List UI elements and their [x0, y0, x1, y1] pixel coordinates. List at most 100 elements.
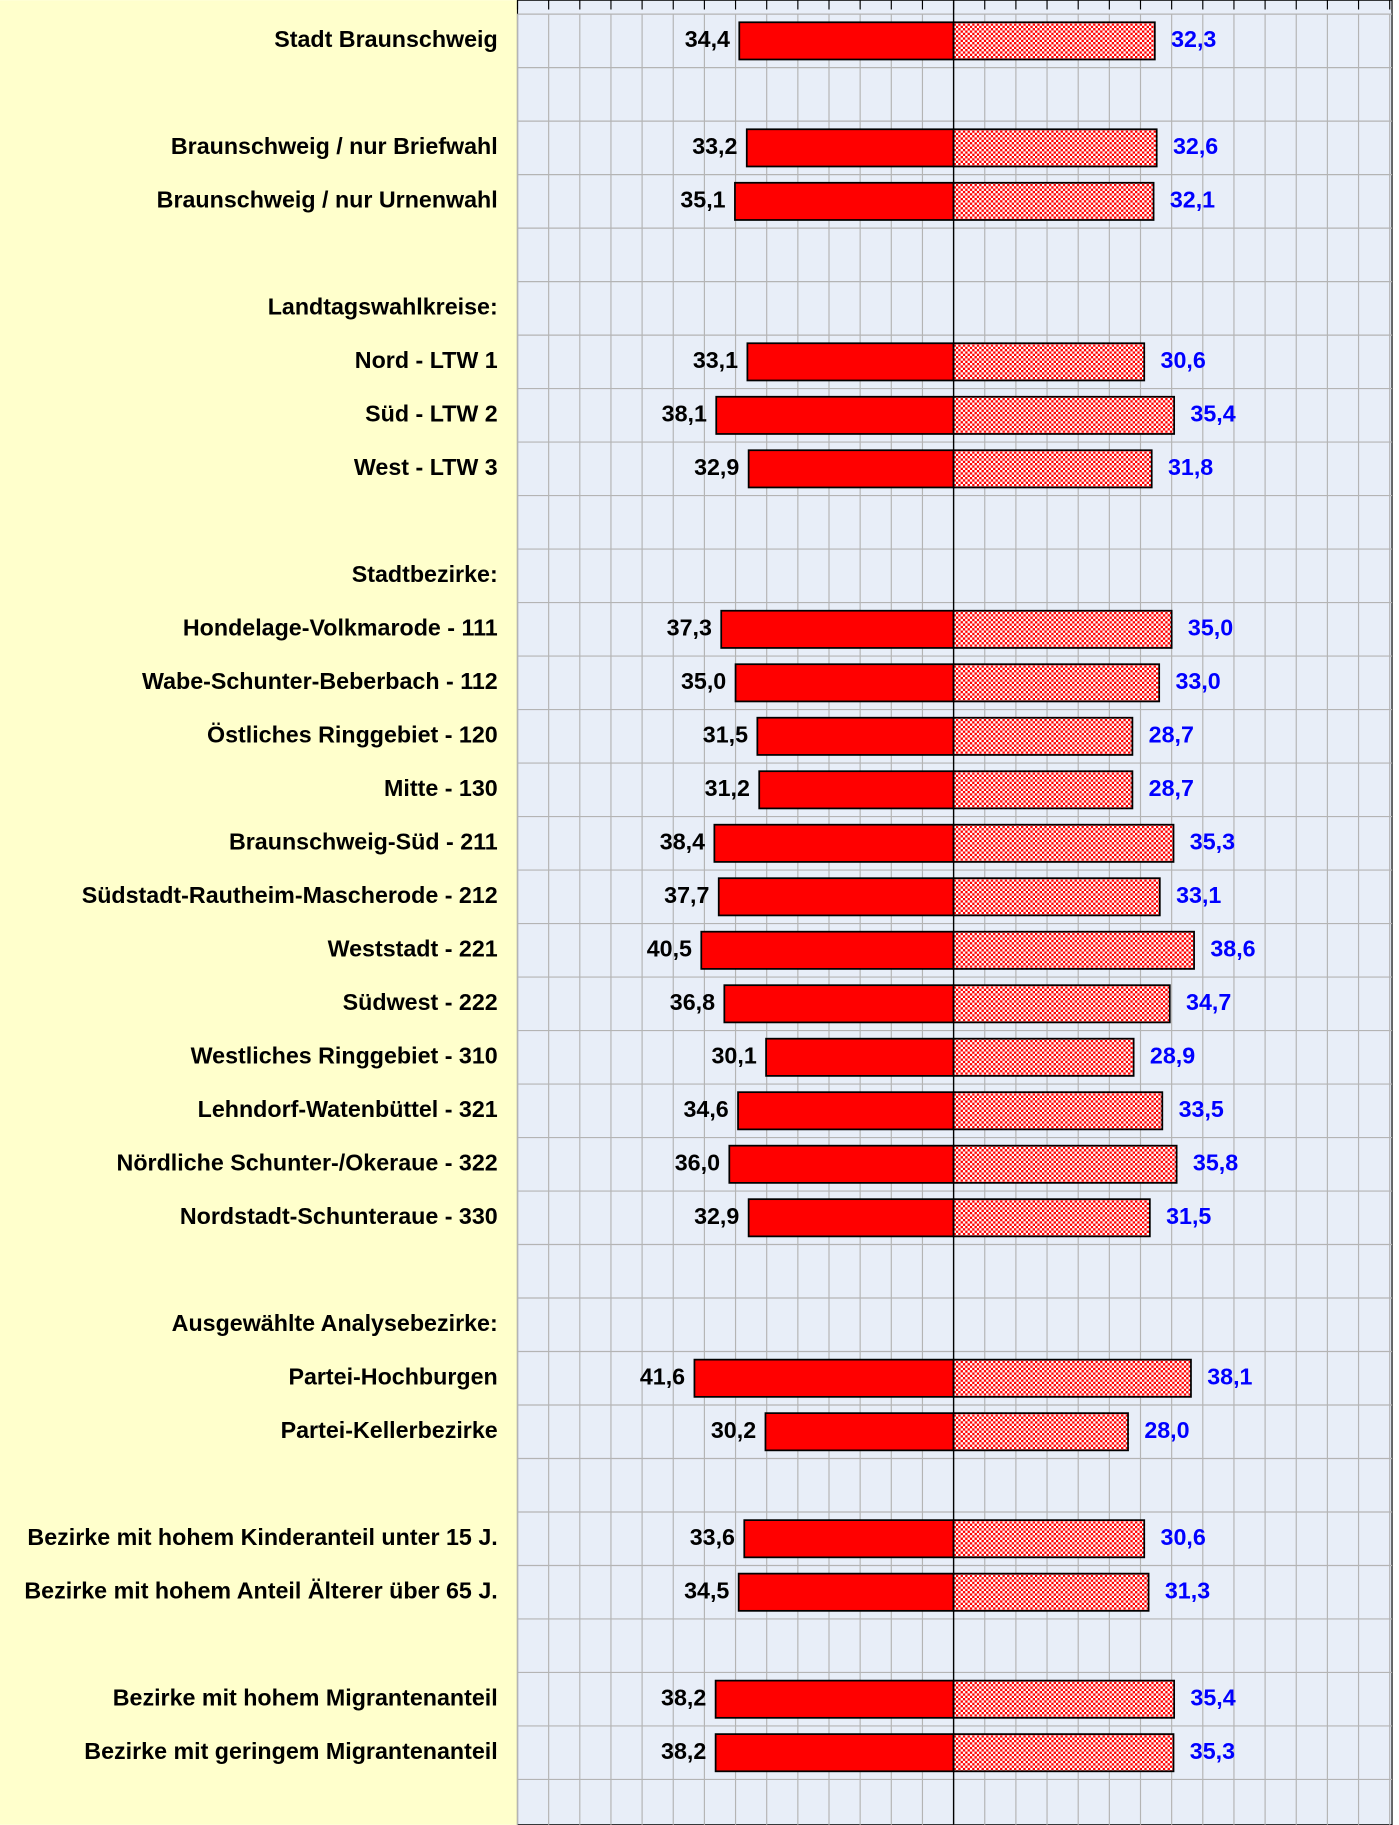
- bar: [715, 395, 955, 435]
- bar: [713, 823, 955, 863]
- bar: [952, 663, 1161, 703]
- bar: [714, 1733, 955, 1773]
- category-label: Nördliche Schunter-/Okeraue - 322: [117, 1149, 498, 1175]
- bar: [952, 1037, 1135, 1077]
- value-label: 35,1: [680, 187, 725, 213]
- value-label: 30,1: [712, 1042, 757, 1068]
- value-label: 32,3: [1171, 26, 1216, 52]
- category-label: Südstadt-Rautheim-Mascherode - 212: [82, 882, 498, 908]
- value-label: 35,8: [1193, 1149, 1238, 1175]
- bar: [693, 1358, 955, 1398]
- bar: [734, 181, 955, 221]
- value-label: 32,9: [694, 1203, 739, 1229]
- category-label: Landtagswahlkreise:: [268, 294, 498, 320]
- value-label: 38,1: [1207, 1363, 1252, 1389]
- bar: [952, 716, 1134, 756]
- value-label: 28,9: [1150, 1042, 1195, 1068]
- category-label: Bezirke mit hohem Kinderanteil unter 15 …: [27, 1524, 497, 1550]
- bar: [743, 1519, 955, 1559]
- category-label: Weststadt - 221: [328, 935, 498, 961]
- bar: [758, 770, 955, 810]
- category-label: Nord - LTW 1: [355, 347, 498, 373]
- value-label: 32,1: [1170, 187, 1215, 213]
- value-label: 41,6: [640, 1363, 685, 1389]
- bar: [952, 1679, 1176, 1719]
- bar: [952, 21, 1156, 61]
- value-label: 40,5: [647, 935, 692, 961]
- category-label: Bezirke mit hohem Anteil Älterer über 65…: [24, 1577, 497, 1603]
- bar: [728, 1144, 955, 1184]
- bar: [952, 823, 1175, 863]
- value-label: 35,4: [1190, 400, 1235, 426]
- category-label: Mitte - 130: [384, 775, 498, 801]
- bar: [952, 930, 1195, 970]
- category-label: West - LTW 3: [354, 454, 498, 480]
- bar: [952, 770, 1134, 810]
- value-label: 31,8: [1168, 454, 1213, 480]
- value-label: 33,5: [1179, 1096, 1224, 1122]
- bar: [734, 663, 955, 703]
- value-label: 38,2: [661, 1738, 706, 1764]
- bar: [952, 609, 1173, 649]
- bar: [756, 716, 955, 756]
- category-label: Bezirke mit hohem Migrantenanteil: [113, 1684, 498, 1710]
- bar: [952, 449, 1153, 489]
- bar: [952, 181, 1155, 221]
- value-label: 31,2: [705, 775, 750, 801]
- value-label: 30,6: [1161, 347, 1206, 373]
- category-label: Braunschweig / nur Briefwahl: [171, 133, 498, 159]
- bar: [747, 1198, 955, 1238]
- value-label: 31,5: [703, 721, 748, 747]
- category-label: Braunschweig / nur Urnenwahl: [157, 187, 498, 213]
- value-label: 34,7: [1186, 989, 1231, 1015]
- bar: [746, 342, 955, 382]
- bar: [952, 1198, 1151, 1238]
- bar: [952, 395, 1176, 435]
- bar: [720, 609, 955, 649]
- category-label: Wabe-Schunter-Beberbach - 112: [142, 668, 498, 694]
- bar: [764, 1412, 955, 1452]
- category-label: Ausgewählte Analysebezirke:: [172, 1310, 498, 1336]
- bar: [717, 877, 955, 917]
- bar: [737, 1091, 955, 1131]
- value-label: 35,3: [1190, 1738, 1235, 1764]
- value-label: 28,7: [1149, 721, 1194, 747]
- value-label: 33,1: [1176, 882, 1221, 908]
- value-label: 28,7: [1149, 775, 1194, 801]
- category-label: Bezirke mit geringem Migrantenanteil: [84, 1738, 497, 1764]
- value-label: 34,4: [685, 26, 730, 52]
- bar: [952, 1144, 1178, 1184]
- value-label: 33,0: [1175, 668, 1220, 694]
- value-label: 35,0: [1188, 614, 1233, 640]
- bar: [714, 1679, 955, 1719]
- bar: [737, 1572, 955, 1612]
- value-label: 35,4: [1190, 1684, 1235, 1710]
- bar: [952, 1519, 1146, 1559]
- value-label: 36,0: [675, 1149, 720, 1175]
- value-label: 34,6: [683, 1096, 728, 1122]
- bar: [747, 449, 955, 489]
- value-label: 38,1: [662, 400, 707, 426]
- category-label: Partei-Kellerbezirke: [281, 1417, 498, 1443]
- value-label: 30,6: [1161, 1524, 1206, 1550]
- category-label: Partei-Hochburgen: [288, 1363, 497, 1389]
- value-label: 35,0: [681, 668, 726, 694]
- value-label: 34,5: [684, 1577, 729, 1603]
- value-label: 36,8: [670, 989, 715, 1015]
- value-label: 38,6: [1210, 935, 1255, 961]
- bar: [952, 877, 1161, 917]
- value-label: 35,3: [1190, 828, 1235, 854]
- category-label: Stadtbezirke:: [352, 561, 498, 587]
- value-label: 38,4: [660, 828, 705, 854]
- bar: [952, 1091, 1164, 1131]
- bar: [952, 128, 1158, 168]
- value-label: 37,7: [664, 882, 709, 908]
- bar: [952, 984, 1171, 1024]
- value-label: 28,0: [1144, 1417, 1189, 1443]
- value-label: 38,2: [661, 1684, 706, 1710]
- bar: [723, 984, 955, 1024]
- label-panel: [0, 0, 518, 1825]
- category-label: Südwest - 222: [343, 989, 498, 1015]
- category-label: Stadt Braunschweig: [274, 26, 497, 52]
